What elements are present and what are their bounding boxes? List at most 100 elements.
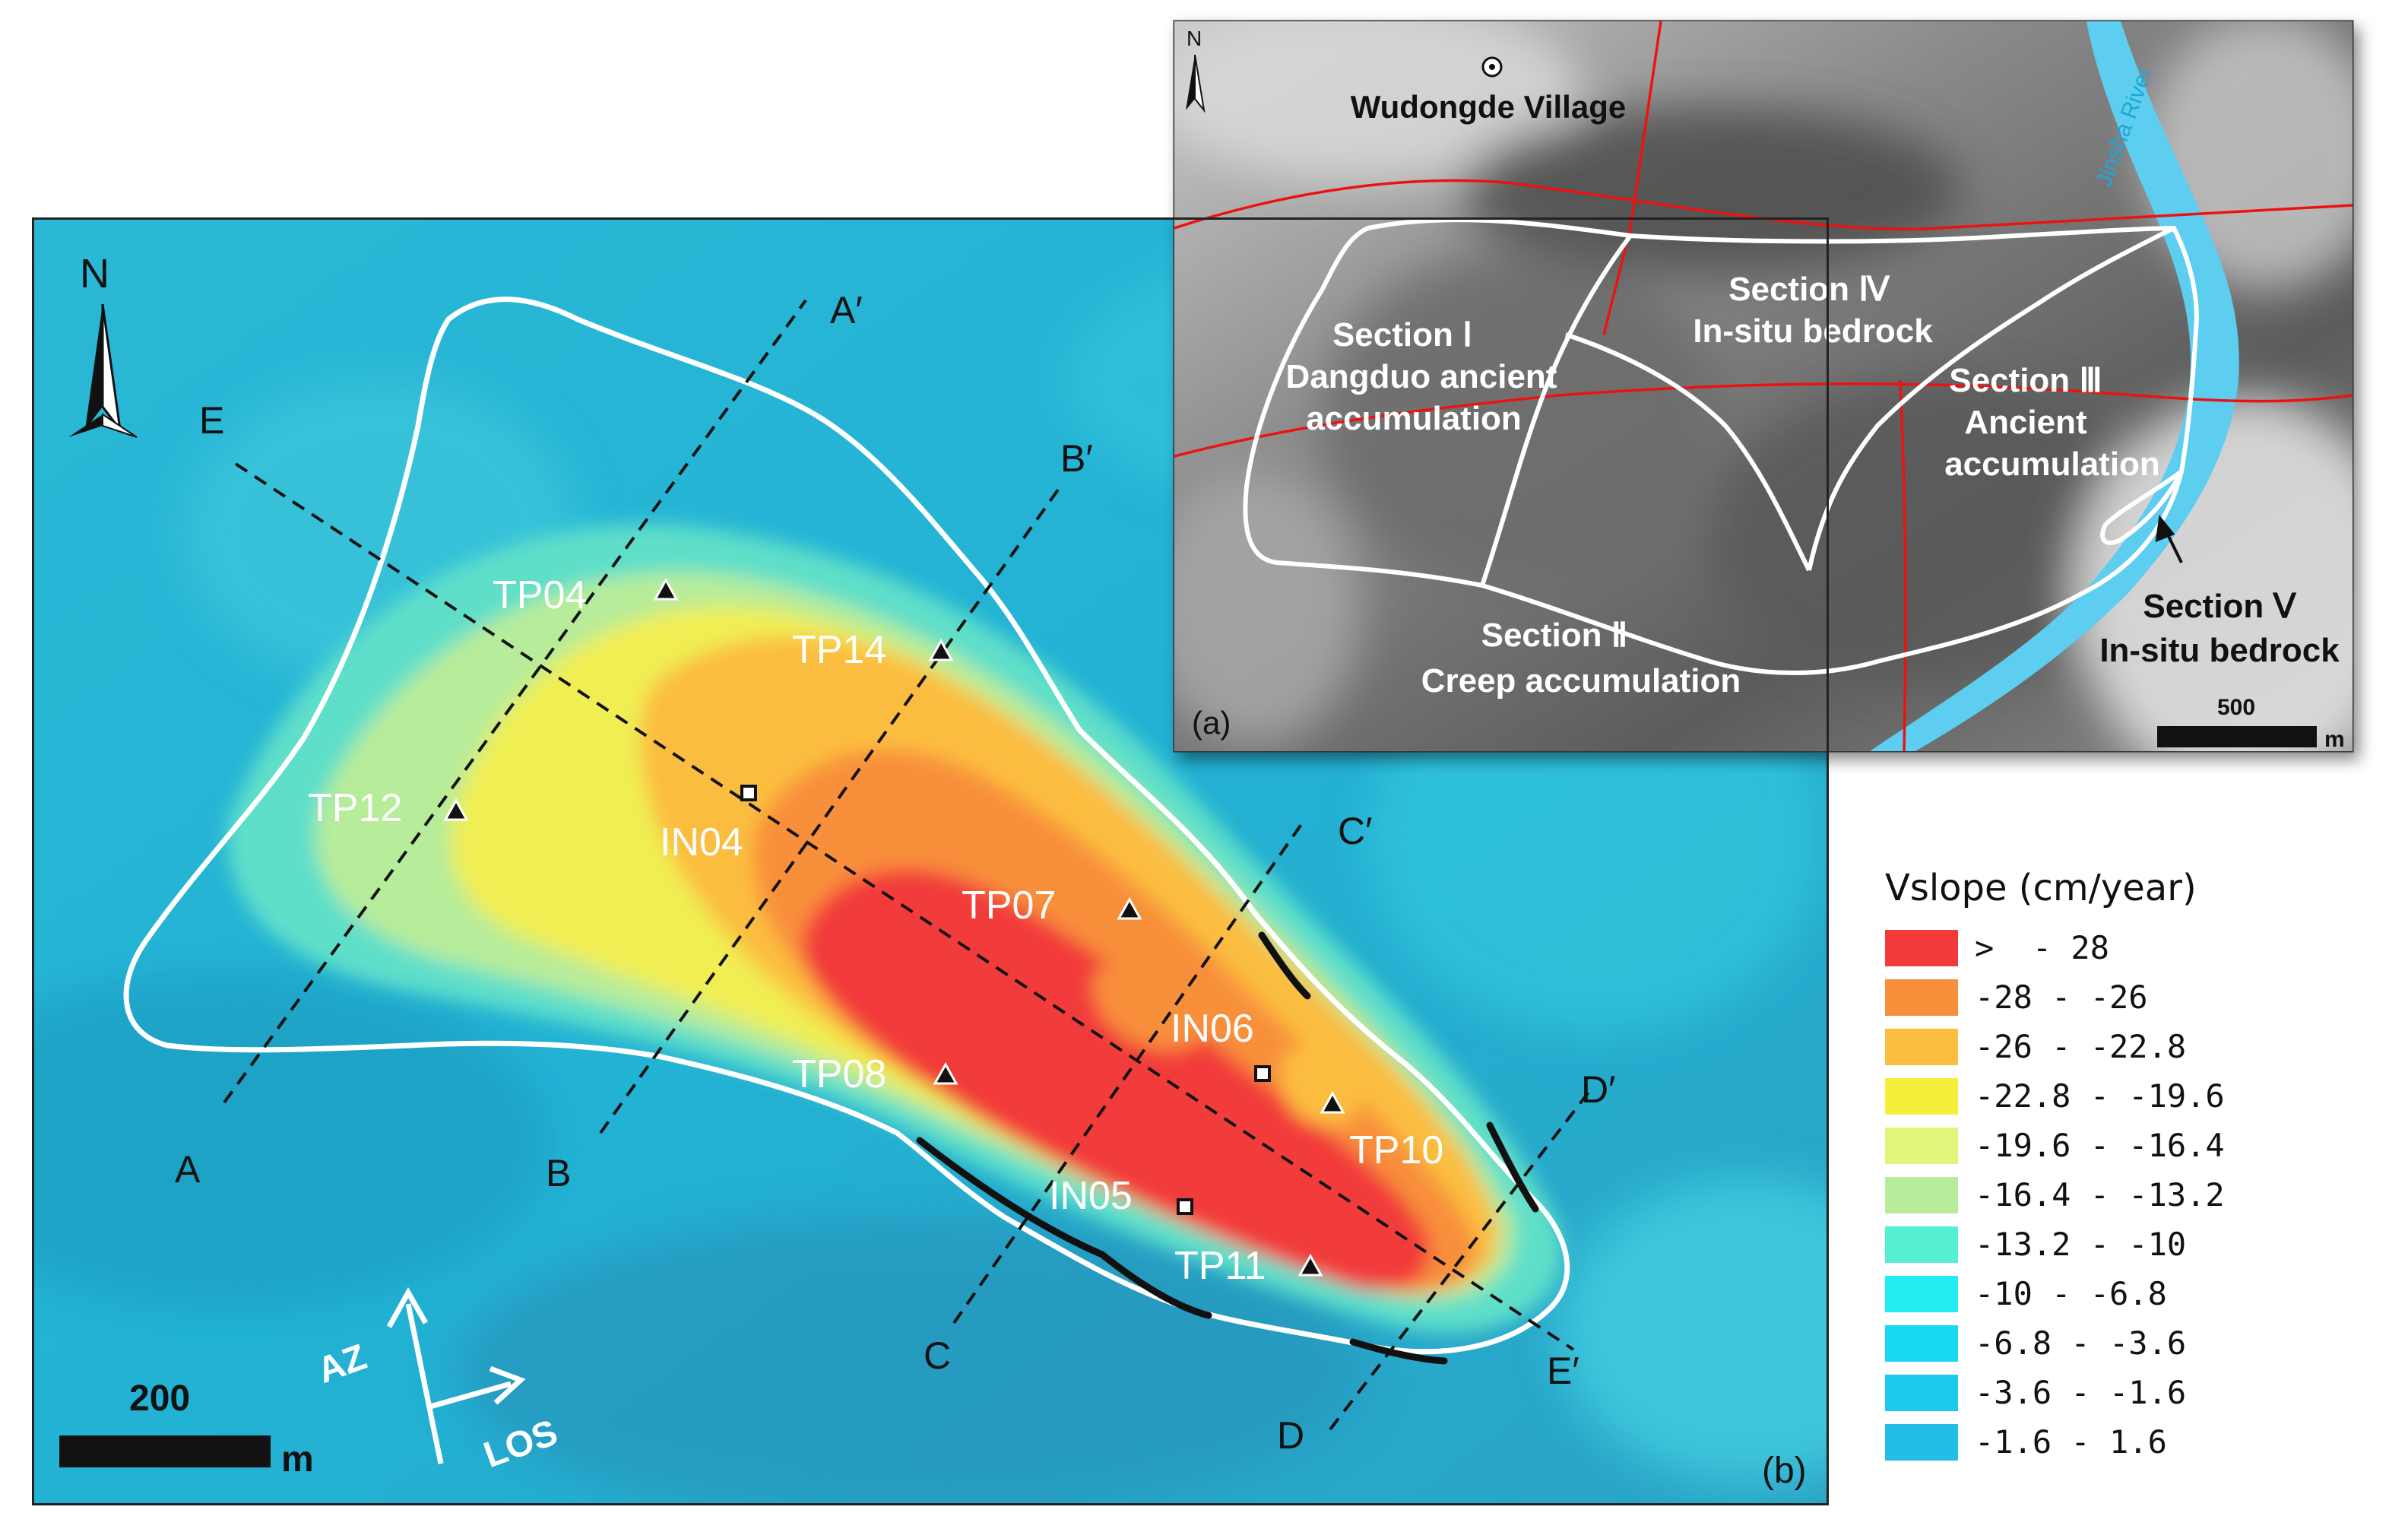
label-a-prime: A′ — [830, 289, 863, 331]
legend-swatch — [1885, 1077, 1958, 1115]
in-marker — [740, 785, 757, 801]
village-label: Wudongde Village — [1351, 89, 1626, 125]
legend-swatch — [1885, 1324, 1958, 1362]
section-2-desc1: Creep accumulation — [1421, 662, 1741, 699]
label-a: A — [175, 1148, 201, 1191]
legend-row: -19.6 - -16.4 — [1885, 1121, 2280, 1170]
legend-label: -26 - -22.8 — [1975, 1028, 2187, 1065]
legend-row: -13.2 - -10 — [1885, 1220, 2280, 1269]
tp-marker — [443, 798, 469, 821]
label-d-prime: D′ — [1581, 1068, 1615, 1111]
tp-marker — [928, 638, 954, 661]
legend-swatch — [1885, 1423, 1958, 1461]
section-labels: Section Ⅰ Dangduo ancient accumulation S… — [1286, 271, 2160, 699]
in-marker — [1177, 1198, 1193, 1215]
profile-line-e — [234, 462, 1575, 1351]
profile-line-b — [599, 485, 1062, 1134]
section-3-desc1: Ancient — [1964, 404, 2087, 441]
label-tp08: TP08 — [792, 1052, 886, 1096]
legend-label: > - 28 — [1975, 929, 2110, 966]
legend-row: -16.4 - -13.2 — [1885, 1170, 2280, 1220]
legend-row: -10 - -6.8 — [1885, 1269, 2280, 1318]
label-e: E — [199, 399, 224, 442]
label-b: B — [546, 1152, 571, 1194]
label-tp07: TP07 — [962, 883, 1056, 928]
profile-line-a — [223, 299, 807, 1104]
section-3-desc2: accumulation — [1944, 446, 2160, 483]
legend-label: -22.8 - -19.6 — [1975, 1077, 2225, 1115]
label-tp11: TP11 — [1174, 1244, 1266, 1288]
label-c: C — [924, 1334, 951, 1377]
tp-marker — [1117, 896, 1142, 920]
legend-label: -19.6 - -16.4 — [1975, 1127, 2225, 1164]
north-label: N — [80, 251, 109, 297]
tp-markers — [443, 577, 1345, 1277]
legend-label: -28 - -26 — [1975, 979, 2148, 1016]
red-lines — [1174, 21, 2353, 751]
legend-row: > - 28 — [1885, 923, 2280, 972]
az-los-arrows-icon — [386, 1286, 526, 1464]
tp-marker — [1297, 1253, 1323, 1277]
panel-label-b: (b) — [1762, 1451, 1807, 1491]
section-outlines — [1243, 217, 2200, 675]
legend-swatch — [1885, 1028, 1958, 1065]
section-5-labels: Section Ⅴ In-situ bedrock — [2099, 588, 2340, 669]
section-5-name: Section Ⅴ — [2143, 588, 2296, 625]
scale-unit-a: m — [2324, 727, 2345, 752]
label-in04: IN04 — [660, 820, 743, 864]
section-5-desc1: In-situ bedrock — [2099, 632, 2340, 669]
jinsha-river — [1870, 21, 2239, 751]
label-tp10: TP10 — [1349, 1128, 1443, 1172]
section-3-name: Section Ⅲ — [1949, 362, 2102, 399]
profile-lines — [223, 299, 1594, 1431]
section-4-name: Section Ⅳ — [1728, 271, 1890, 308]
legend-label: -6.8 - -3.6 — [1975, 1324, 2187, 1362]
section-2-name: Section Ⅱ — [1481, 617, 1628, 654]
legend-label: -1.6 - 1.6 — [1975, 1423, 2167, 1461]
panel-a-map: N Wudongde Village Jinsha River Section … — [1174, 21, 2353, 752]
label-e-prime: E′ — [1547, 1350, 1579, 1392]
tp-marker — [653, 577, 679, 601]
label-tp04: TP04 — [493, 573, 587, 617]
legend-swatch — [1885, 1176, 1958, 1213]
toe-segments — [916, 931, 1539, 1365]
deformation-zones — [227, 524, 1562, 1333]
tp-marker — [1320, 1090, 1345, 1114]
section-v-arrow-icon — [2155, 515, 2183, 563]
legend-label: -13.2 - -10 — [1975, 1226, 2187, 1263]
profile-line-d — [1329, 1086, 1594, 1431]
legend-label: -16.4 - -13.2 — [1975, 1176, 2225, 1213]
legend-swatch — [1885, 1226, 1958, 1263]
panel-b-frame — [32, 217, 1829, 1505]
legend-row: -1.6 - 1.6 — [1885, 1417, 2280, 1467]
legend-label: -10 - -6.8 — [1975, 1275, 2167, 1312]
label-b-prime: B′ — [1060, 437, 1093, 480]
legend-swatch — [1885, 1275, 1958, 1312]
profile-line-c — [952, 820, 1305, 1324]
legend-rows: > - 28 -28 - -26 -26 - -22.8 -22.8 - -19.6 -… — [1885, 923, 2280, 1467]
north-arrow-icon — [68, 303, 138, 438]
scale-bar — [59, 1435, 271, 1467]
in-markers — [740, 785, 1271, 1215]
tp-marker — [933, 1061, 958, 1085]
label-c-prime: C′ — [1338, 810, 1372, 852]
legend-label: -3.6 - -1.6 — [1975, 1374, 2187, 1411]
panel-label-a: (a) — [1192, 705, 1231, 741]
section-4-desc1: In-situ bedrock — [1693, 312, 1933, 350]
label-tp12: TP12 — [308, 786, 402, 830]
point-labels: TP04 TP14 TP12 IN04 TP07 IN06 TP08 TP10 … — [308, 573, 1443, 1288]
legend-title: Vslope (cm/year) — [1885, 867, 2197, 909]
legend-swatch — [1885, 1374, 1958, 1411]
legend-row: -26 - -22.8 — [1885, 1022, 2280, 1071]
scale-unit: m — [281, 1439, 314, 1480]
legend-swatch — [1885, 1127, 1958, 1164]
legend-swatch — [1885, 979, 1958, 1016]
scale-value: 200 — [129, 1378, 190, 1419]
scale-bar-a — [2157, 726, 2317, 747]
legend-swatch — [1885, 929, 1958, 966]
section-1-name: Section Ⅰ — [1332, 316, 1472, 354]
legend: Vslope (cm/year) > - 28 -28 - -26 -26 - -2… — [1885, 867, 2280, 1467]
label-tp14: TP14 — [792, 628, 886, 672]
